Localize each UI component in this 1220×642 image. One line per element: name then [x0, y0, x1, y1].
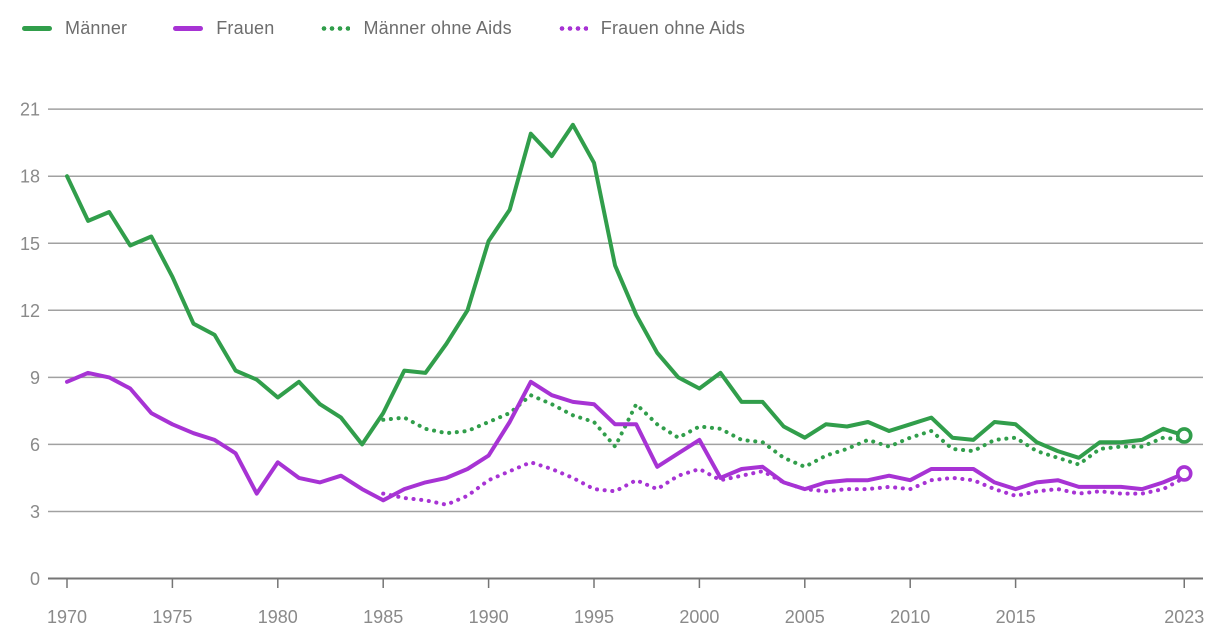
x-tick-label: 2000 — [679, 607, 719, 627]
end-marker-maenner — [1175, 427, 1193, 444]
dotted-line-swatch-purple-icon — [557, 26, 588, 31]
legend-label: Frauen ohne Aids — [600, 18, 746, 38]
x-axis: 1970 1975 1980 1985 1990 1995 2000 2005 2010 2015… — [47, 579, 1204, 627]
x-tick-label: 1985 — [363, 607, 403, 627]
x-tick-label: 2023 — [1164, 607, 1204, 627]
y-tick-label: 3 — [30, 502, 40, 522]
y-tick-label: 21 — [20, 100, 40, 120]
x-tick-label: 1990 — [469, 607, 509, 627]
legend-label: Frauen — [216, 18, 275, 38]
y-tick-label: 15 — [20, 234, 40, 254]
solid-line-swatch-green-icon — [22, 26, 52, 31]
x-tick-label: 1970 — [47, 607, 87, 627]
x-tick-label: 1975 — [152, 607, 192, 627]
x-tick-label: 2005 — [785, 607, 825, 627]
dotted-line-swatch-green-icon — [320, 26, 351, 31]
y-tick-label: 18 — [20, 167, 40, 187]
line-frauen-ohne-aids — [381, 460, 1187, 507]
y-tick-label: 9 — [30, 368, 40, 388]
legend-item-maenner: Männer — [22, 18, 127, 39]
x-tick-label: 2010 — [890, 607, 930, 627]
legend-item-maenner-ohne-aids: Männer ohne Aids — [320, 18, 512, 39]
legend-item-frauen-ohne-aids: Frauen ohne Aids — [557, 18, 746, 39]
legend-label: Männer ohne Aids — [363, 18, 512, 38]
y-tick-label: 6 — [30, 435, 40, 455]
y-axis-labels: 0 3 6 9 12 15 18 21 — [20, 100, 40, 589]
line-frauen — [65, 370, 1187, 503]
legend-label: Männer — [65, 18, 128, 38]
x-tick-label: 1995 — [574, 607, 614, 627]
chart-series — [65, 122, 1187, 507]
x-tick-label: 1980 — [258, 607, 298, 627]
gridlines — [48, 108, 1203, 580]
chart-legend: Männer Frauen Männer ohne Aids Frauen oh… — [22, 18, 745, 39]
legend-item-frauen: Frauen — [173, 18, 274, 39]
line-maenner — [65, 122, 1187, 460]
end-markers — [1175, 427, 1193, 482]
y-tick-label: 12 — [20, 301, 40, 321]
end-marker-frauen — [1175, 465, 1193, 482]
x-tick-label: 2015 — [996, 607, 1036, 627]
solid-line-swatch-purple-icon — [173, 26, 204, 31]
y-tick-label: 0 — [30, 569, 40, 589]
